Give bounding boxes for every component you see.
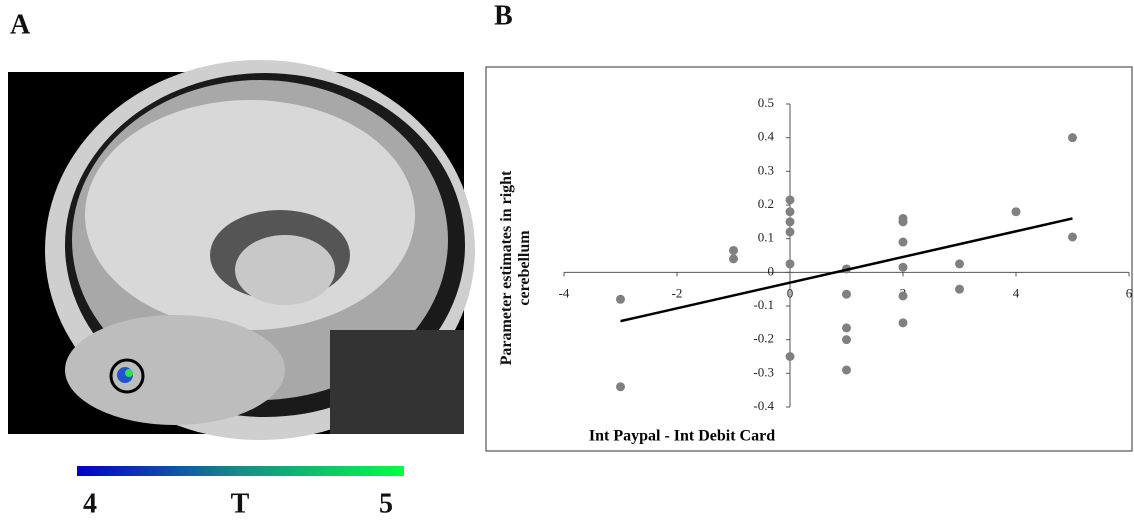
y-tick-label: -0.3	[753, 364, 774, 379]
point	[786, 217, 795, 226]
y-tick-label: 0.2	[758, 196, 774, 211]
y-tick-label: 0.3	[758, 162, 774, 177]
point	[786, 227, 795, 236]
y-tick-label: 0	[768, 263, 775, 278]
y-tick-label: -0.1	[753, 297, 774, 312]
point	[955, 259, 964, 268]
x-tick-label: -2	[672, 285, 683, 300]
point	[1068, 232, 1077, 241]
y-tick-label: -0.4	[753, 398, 774, 413]
point	[1012, 207, 1021, 216]
point	[616, 295, 625, 304]
page: {"panel_labels": ["A", "B"], "colorbar":…	[0, 0, 1134, 523]
chart-frame	[486, 67, 1132, 451]
panel-label: B	[494, 0, 513, 31]
trend-line	[621, 218, 1073, 321]
point	[899, 291, 908, 300]
point	[955, 285, 964, 294]
point	[899, 263, 908, 272]
point	[899, 238, 908, 247]
colorbar-label: T	[231, 488, 250, 519]
point	[786, 195, 795, 204]
x-axis-title: Int Paypal - Int Debit Card	[589, 428, 775, 445]
brain-image	[8, 60, 475, 440]
point	[729, 246, 738, 255]
point	[786, 352, 795, 361]
point	[899, 217, 908, 226]
point	[786, 259, 795, 268]
point	[842, 290, 851, 299]
y-tick-label: -0.2	[753, 331, 774, 346]
y-axis-title: Parameter estimates in right cerebellum	[498, 138, 534, 398]
point	[842, 365, 851, 374]
point	[899, 318, 908, 327]
x-tick-label: -4	[559, 285, 570, 300]
colorbar-max: 5	[379, 488, 393, 519]
x-tick-label: 4	[1013, 285, 1020, 300]
x-tick-label: 6	[1126, 285, 1133, 300]
colorbar-min: 4	[83, 488, 97, 519]
point	[1068, 133, 1077, 142]
colorbar	[77, 466, 404, 476]
y-tick-label: 0.1	[758, 230, 774, 245]
point	[786, 207, 795, 216]
point	[616, 382, 625, 391]
panel-label: A	[10, 9, 31, 40]
y-tick-label: 0.5	[758, 95, 774, 110]
point	[842, 335, 851, 344]
point	[729, 254, 738, 263]
x-tick-label: 0	[787, 285, 794, 300]
point	[842, 323, 851, 332]
y-tick-label: 0.4	[758, 129, 775, 144]
figure: A B 4 T 5 Int Paypal - Int Debit Card -4…	[0, 0, 1134, 523]
